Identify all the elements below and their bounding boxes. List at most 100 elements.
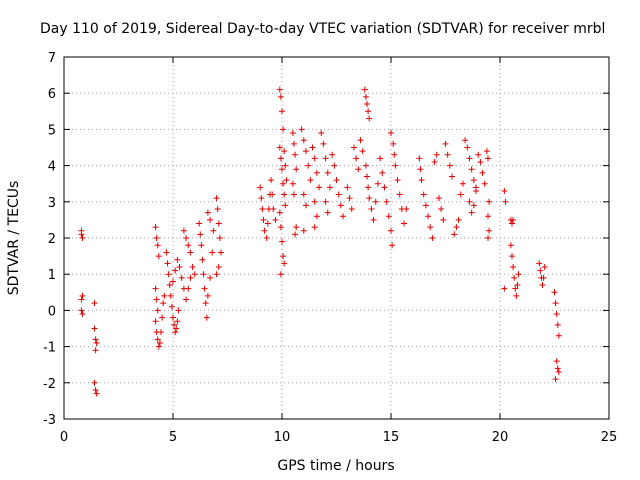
data-point (282, 202, 289, 209)
data-point (392, 162, 399, 169)
data-point (316, 184, 323, 191)
data-point (391, 151, 398, 158)
data-point (385, 213, 392, 220)
data-point (154, 307, 161, 314)
data-point (174, 318, 181, 325)
data-point (260, 216, 267, 223)
data-point (167, 292, 174, 299)
data-point (361, 86, 368, 93)
data-point (207, 216, 214, 223)
data-point (191, 271, 198, 278)
data-point (417, 166, 424, 173)
data-point (379, 169, 386, 176)
x-tick-label: 0 (60, 430, 68, 445)
data-point (292, 231, 299, 238)
data-point (280, 253, 287, 260)
data-point (279, 108, 285, 115)
data-point (311, 198, 318, 205)
plot-frame (63, 56, 610, 420)
data-point (263, 235, 270, 241)
data-point (173, 325, 180, 332)
data-point (486, 227, 493, 234)
data-point (555, 368, 562, 375)
data-point (326, 184, 333, 191)
grid (64, 57, 609, 419)
data-point (305, 162, 312, 169)
data-point (420, 191, 427, 198)
data-point (270, 206, 277, 213)
x-tick-label: 25 (601, 430, 618, 445)
data-point (302, 202, 309, 209)
data-point (431, 158, 438, 165)
data-point (172, 267, 179, 274)
data-point (501, 285, 508, 292)
data-point (483, 148, 490, 155)
data-point (313, 213, 320, 220)
data-point (282, 162, 289, 169)
data-point (185, 285, 192, 292)
data-point (187, 249, 194, 256)
y-tick-label: 5 (48, 123, 56, 138)
data-point (554, 321, 561, 328)
data-point (159, 314, 166, 321)
data-point (309, 144, 316, 151)
data-point (168, 303, 175, 310)
data-point (199, 256, 206, 263)
data-point (279, 238, 285, 245)
data-point (368, 206, 375, 213)
x-axis-title: GPS time / hours (277, 458, 394, 474)
data-point (446, 162, 453, 169)
data-point (92, 336, 99, 343)
data-point (510, 263, 517, 270)
data-point (331, 162, 338, 169)
data-point (333, 177, 340, 184)
data-point (175, 307, 182, 314)
data-point (214, 206, 221, 213)
data-point (359, 148, 366, 155)
data-point (383, 198, 390, 205)
data-point (215, 263, 222, 270)
data-point (152, 285, 159, 292)
data-point (554, 365, 561, 372)
data-point (348, 206, 355, 213)
data-point (508, 220, 515, 227)
data-point (307, 177, 314, 184)
data-point (268, 177, 275, 184)
data-point (515, 271, 522, 278)
data-point (366, 115, 373, 122)
data-point (322, 198, 329, 205)
data-point (91, 300, 98, 307)
x-tick-label: 5 (169, 430, 177, 445)
data-point (390, 140, 397, 147)
data-point (298, 126, 305, 133)
y-tick-label: -3 (43, 413, 56, 428)
data-point (300, 191, 307, 198)
data-point (362, 162, 369, 169)
data-point (171, 321, 178, 328)
data-point (281, 260, 288, 267)
data-point (213, 271, 220, 278)
data-point (172, 329, 179, 336)
data-point (277, 93, 284, 100)
data-point (435, 195, 442, 202)
data-point (155, 343, 162, 350)
data-point (329, 151, 336, 158)
data-point (513, 292, 520, 299)
data-point (462, 137, 469, 144)
data-point (340, 213, 347, 220)
data-point (311, 155, 318, 162)
data-point (196, 220, 203, 227)
data-point (536, 260, 543, 267)
data-point (481, 180, 488, 187)
data-point (264, 220, 271, 227)
data-point (475, 151, 482, 158)
data-point (553, 358, 560, 365)
data-point (335, 191, 342, 198)
data-point (78, 296, 85, 303)
data-point (320, 140, 327, 147)
data-point (281, 148, 288, 155)
y-axis-title: SDTVAR / TECUs (6, 181, 22, 296)
data-point (512, 285, 519, 292)
data-point (183, 296, 190, 303)
data-point (257, 184, 264, 191)
